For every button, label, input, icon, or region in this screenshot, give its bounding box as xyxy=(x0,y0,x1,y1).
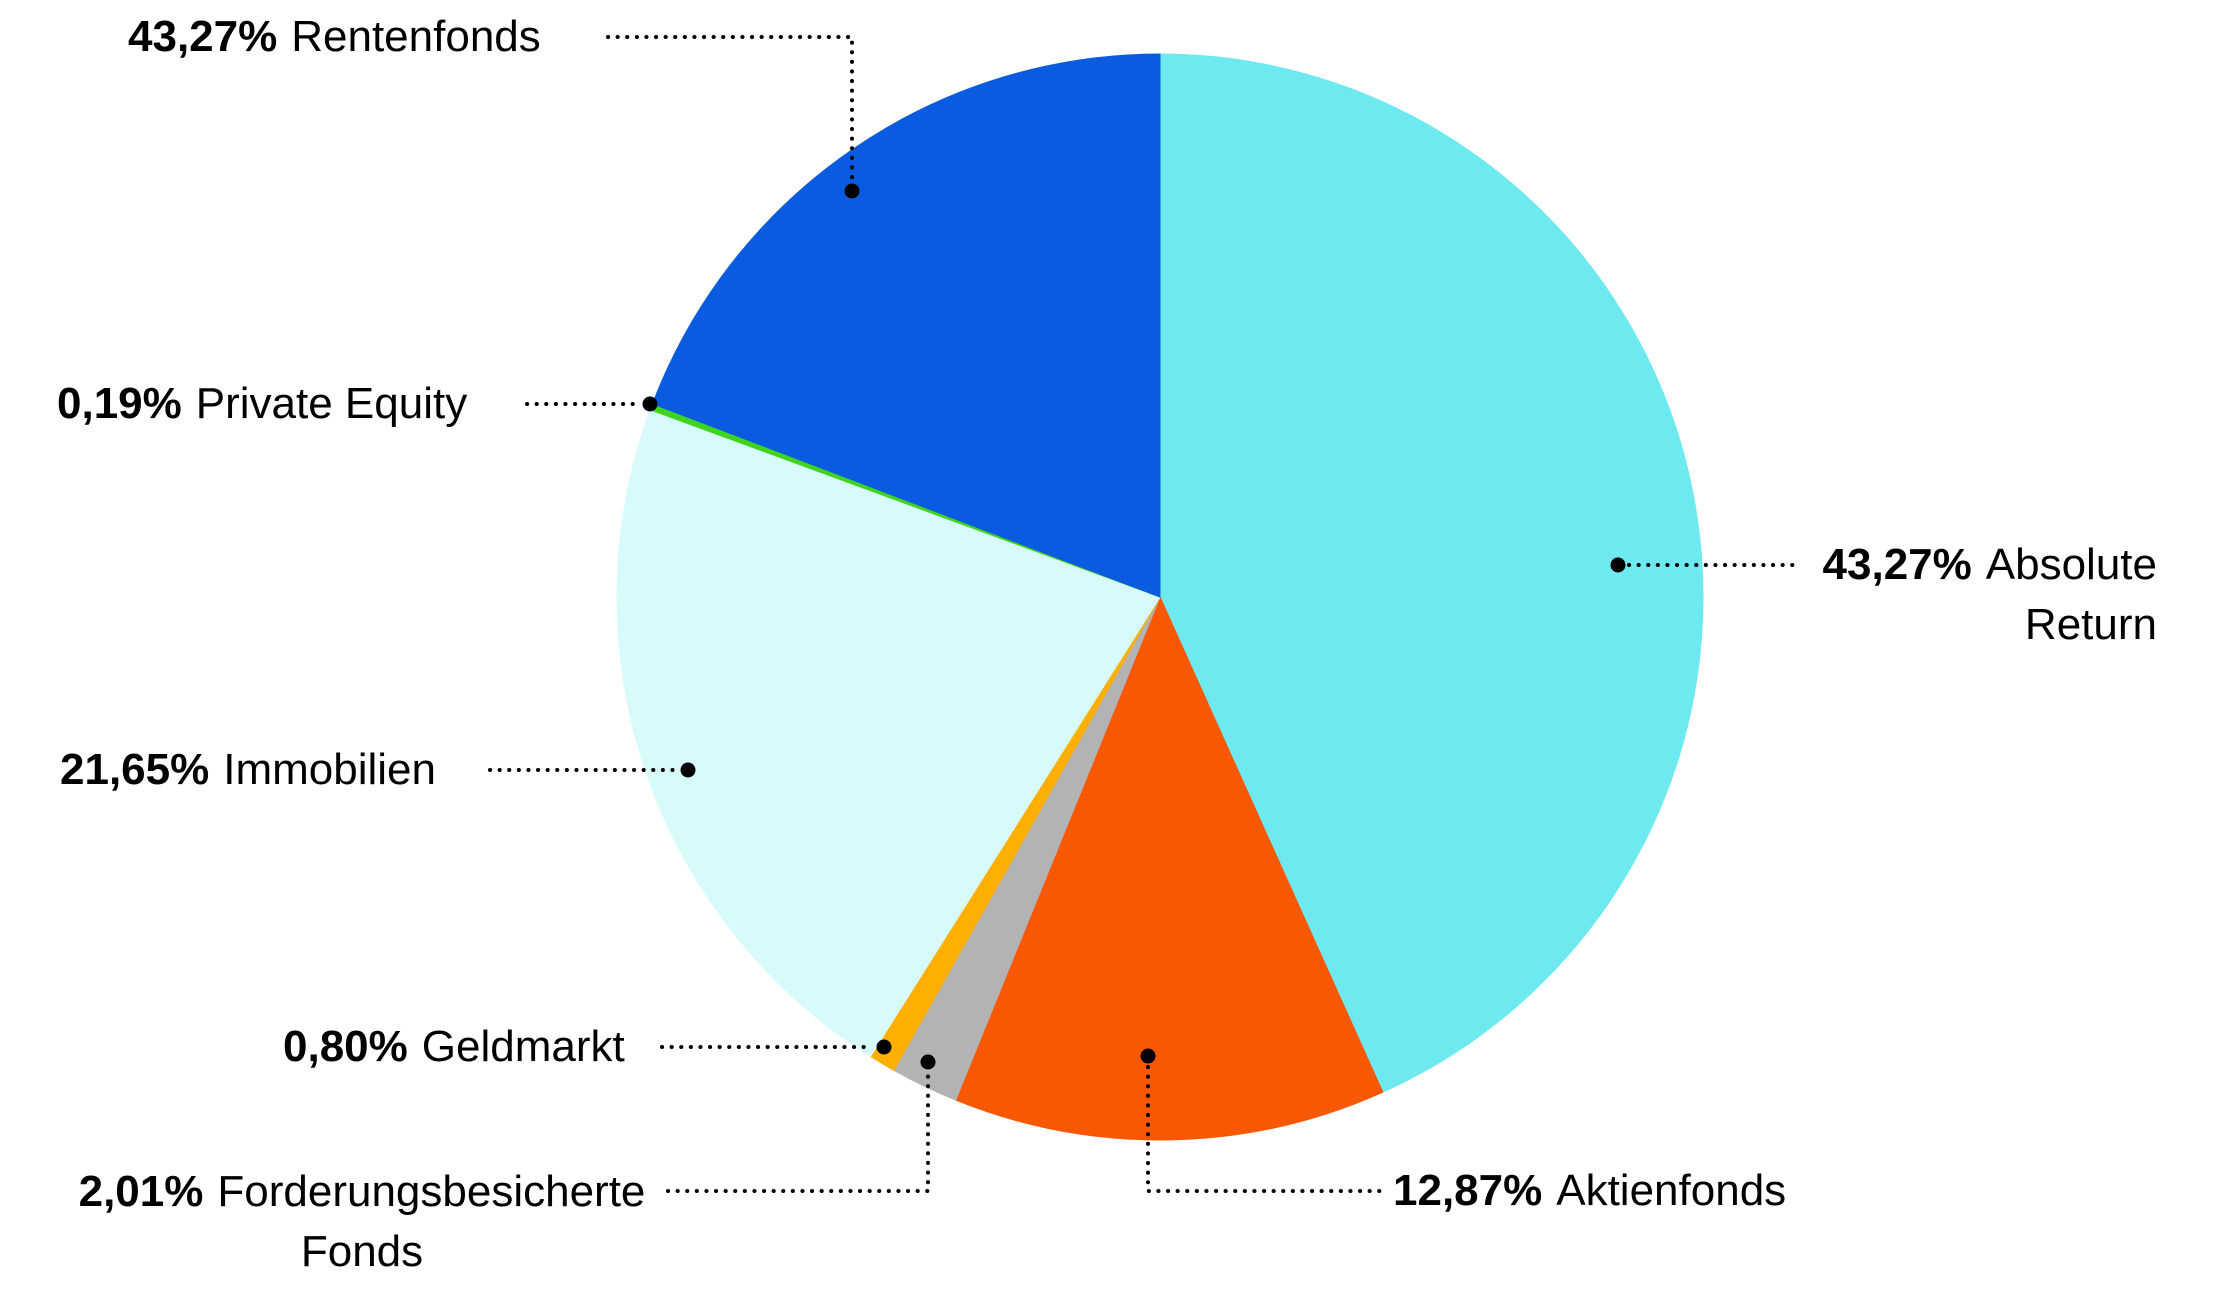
label-private-equity-name: Private Equity xyxy=(195,379,468,428)
label-immobilien-name: Immobilien xyxy=(223,745,436,794)
label-geldmarkt-name: Geldmarkt xyxy=(421,1022,625,1071)
pie-slices xyxy=(616,53,1704,1141)
pie-slice-immobilien xyxy=(616,409,1161,1058)
leader-dots xyxy=(642,183,1626,1070)
label-geldmarkt: 0,80% Geldmarkt xyxy=(283,1021,625,1073)
leader-dot-geldmarkt xyxy=(876,1039,892,1055)
label-private-equity: 0,19% Private Equity xyxy=(57,378,467,430)
label-aktienfonds-name: Aktienfonds xyxy=(1556,1166,1787,1215)
label-forderungsbesicherte-fonds-pct: 2,01% xyxy=(78,1167,204,1216)
label-rentenfonds-name: Rentenfonds xyxy=(291,12,541,61)
leader-dot-private-equity xyxy=(642,396,658,412)
label-absolute-return-name: Absolute Return xyxy=(1985,540,2157,649)
leader-line-rentenfonds xyxy=(606,35,854,182)
label-immobilien-pct: 21,65% xyxy=(60,745,210,794)
leader-dot-aktienfonds xyxy=(1140,1048,1156,1064)
leader-line-aktienfonds xyxy=(1146,1065,1385,1193)
leader-line-forderungsbesicherte-fonds xyxy=(666,1071,930,1193)
leader-dot-forderungsbesicherte-fonds xyxy=(920,1054,936,1070)
label-geldmarkt-pct: 0,80% xyxy=(283,1022,408,1071)
leader-dot-immobilien xyxy=(680,762,696,778)
label-aktienfonds: 12,87% Aktienfonds xyxy=(1393,1165,1786,1217)
leader-lines xyxy=(488,35,1800,1193)
label-aktienfonds-pct: 12,87% xyxy=(1393,1166,1543,1215)
leader-dot-rentenfonds xyxy=(844,183,860,199)
label-rentenfonds-pct: 43,27% xyxy=(128,12,278,61)
label-private-equity-pct: 0,19% xyxy=(57,379,182,428)
label-absolute-return-pct: 43,27% xyxy=(1822,540,1972,589)
pie-slice-aktienfonds xyxy=(955,595,1384,1141)
leader-dot-absolute-return xyxy=(1610,557,1626,573)
label-immobilien: 21,65% Immobilien xyxy=(60,744,436,796)
label-forderungsbesicherte-fonds-name: Forderungsbesicherte Fonds xyxy=(217,1167,646,1276)
label-absolute-return: 43,27% Absolute Return xyxy=(1795,535,2157,655)
label-rentenfonds: 43,27% Rentenfonds xyxy=(128,11,541,63)
pie-slice-absolute-return xyxy=(1159,53,1704,1093)
label-forderungsbesicherte-fonds: 2,01% Forderungsbesicherte Fonds xyxy=(22,1162,702,1282)
